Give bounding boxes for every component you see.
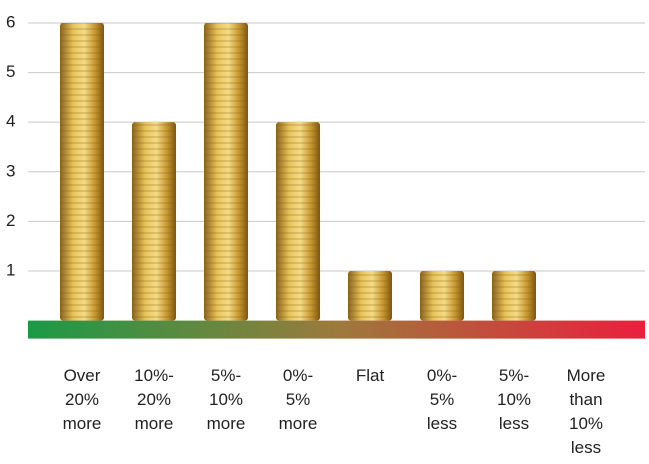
bar-ridges (276, 122, 320, 321)
x-tick-label: Flat (355, 366, 385, 385)
coin-stack (420, 270, 464, 321)
y-tick-label: 4 (6, 112, 15, 131)
y-tick-label: 5 (6, 62, 15, 81)
coin-stack (276, 122, 320, 321)
x-tick-label: 5%- 10% more (206, 366, 246, 433)
bar-ridges (420, 270, 464, 321)
bar-ridges (492, 270, 536, 321)
y-tick-label: 1 (6, 260, 15, 279)
x-tick-label: 0%- 5% less (426, 366, 458, 433)
bar-ridges (204, 22, 248, 321)
x-tick-label: Over 20% more (62, 366, 102, 433)
y-tick-label: 6 (6, 12, 15, 31)
coin-stack (60, 22, 104, 321)
y-tick-label: 2 (6, 211, 15, 230)
coin-stack (204, 22, 248, 321)
color-scale (28, 320, 645, 339)
x-tick-label: 5%- 10% less (496, 366, 532, 433)
bar-ridges (60, 22, 104, 321)
bar-ridges (132, 122, 176, 321)
x-tick-label: More than 10% less (566, 366, 606, 457)
x-tick-label: 10%- 20% more (134, 366, 174, 433)
y-tick-label: 3 (6, 161, 15, 180)
coin-stack (348, 270, 392, 321)
coin-stack (132, 122, 176, 321)
x-tick-label: 0%- 5% more (278, 366, 318, 433)
coin-stack (492, 270, 536, 321)
bar-ridges (348, 270, 392, 321)
